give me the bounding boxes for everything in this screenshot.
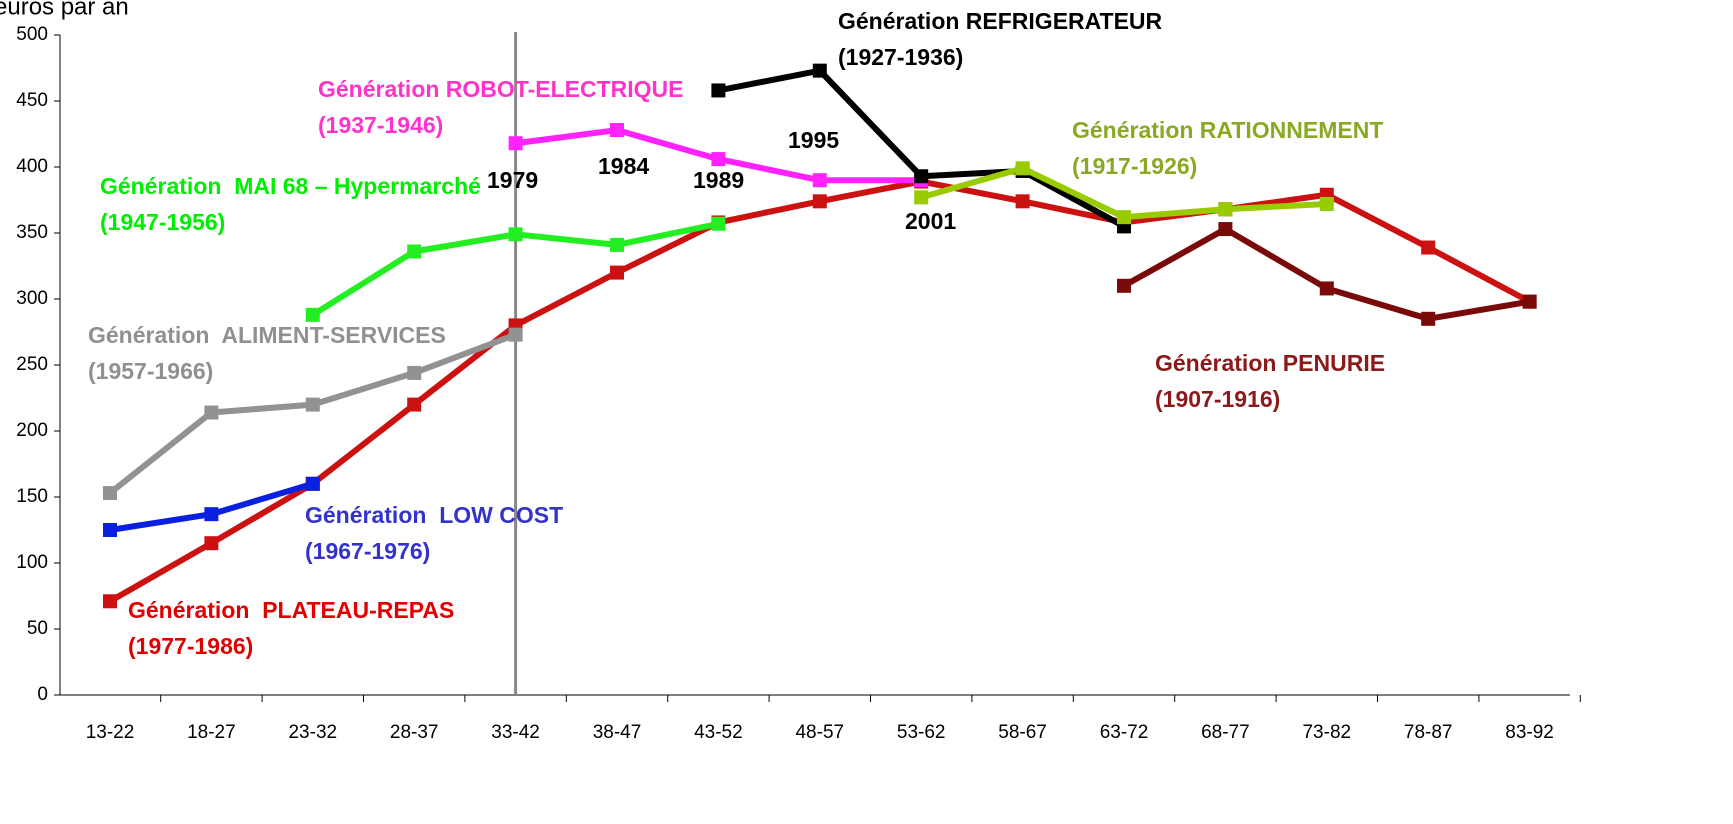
y-tick-label: 450 <box>16 90 48 111</box>
x-tick-label: 13-22 <box>86 722 135 743</box>
marker <box>711 152 726 167</box>
annotation: 1989 <box>693 167 744 193</box>
marker <box>711 216 726 231</box>
annotation: 1979 <box>487 167 538 193</box>
x-tick-label: 73-82 <box>1302 722 1351 743</box>
annotation: 1984 <box>598 153 649 179</box>
series-period: (1957-1966) <box>88 358 213 384</box>
series-label: Génération PLATEAU-REPAS <box>128 597 454 623</box>
marker <box>1218 202 1233 217</box>
marker <box>1015 194 1030 209</box>
x-tick-label: 18-27 <box>187 722 236 743</box>
x-tick-label: 53-62 <box>897 722 946 743</box>
marker <box>407 365 422 380</box>
marker <box>610 237 624 252</box>
marker <box>914 190 929 205</box>
x-tick-label: 23-32 <box>288 722 337 743</box>
y-tick-label: 100 <box>16 552 48 573</box>
marker <box>508 227 523 242</box>
series-period: (1977-1986) <box>128 633 253 659</box>
marker <box>1117 278 1131 293</box>
marker <box>508 136 523 151</box>
marker <box>1319 281 1334 296</box>
y-tick-label: 50 <box>27 618 48 639</box>
marker <box>407 397 422 412</box>
series-label: Génération PENURIE <box>1155 350 1385 376</box>
marker <box>812 63 827 78</box>
marker <box>812 194 827 209</box>
y-tick-label: 150 <box>16 486 48 507</box>
marker <box>1218 222 1233 237</box>
series-line <box>109 480 314 533</box>
series-line <box>1122 226 1531 322</box>
marker <box>812 173 827 188</box>
x-tick-label: 38-47 <box>593 722 642 743</box>
y-tick-label: 350 <box>16 222 48 243</box>
x-tick-label: 68-77 <box>1201 722 1250 743</box>
x-tick-label: 43-52 <box>694 722 743 743</box>
y-tick-label: 500 <box>16 24 48 45</box>
y-tick-label: 400 <box>16 156 48 177</box>
marker <box>305 307 320 322</box>
series-period: (1967-1976) <box>305 538 430 564</box>
marker <box>204 536 219 551</box>
x-tick-label: 83-92 <box>1505 722 1554 743</box>
x-tick-label: 48-57 <box>795 722 844 743</box>
marker <box>103 486 117 501</box>
marker <box>103 594 117 609</box>
series-label: Génération ROBOT-ELECTRIQUE <box>318 76 683 102</box>
marker <box>610 123 624 138</box>
y-axis-label: euros par an <box>0 0 129 20</box>
marker <box>305 476 320 491</box>
marker <box>204 507 219 522</box>
series-label: Génération LOW COST <box>305 502 563 528</box>
marker <box>407 244 422 259</box>
x-tick-label: 28-37 <box>390 722 439 743</box>
series-period: (1907-1916) <box>1155 386 1280 412</box>
series-label: Génération RATIONNEMENT <box>1072 117 1383 143</box>
x-tick-label: 63-72 <box>1100 722 1149 743</box>
y-tick-label: 0 <box>37 684 48 705</box>
marker <box>1117 210 1131 225</box>
annotation: 1995 <box>788 127 839 153</box>
marker <box>1421 311 1436 326</box>
marker <box>204 405 219 420</box>
annotation: 2001 <box>905 208 956 234</box>
y-tick-label: 300 <box>16 288 48 309</box>
marker <box>1319 196 1334 211</box>
series-period: (1937-1946) <box>318 112 443 138</box>
x-tick-label: 78-87 <box>1404 722 1453 743</box>
series-label: Génération MAI 68 – Hypermarché <box>100 173 481 199</box>
marker <box>1421 240 1436 255</box>
marker <box>1015 161 1030 176</box>
marker <box>103 523 117 537</box>
series-period: (1917-1926) <box>1072 153 1197 179</box>
marker <box>610 265 624 280</box>
series-label: Génération REFRIGERATEUR <box>838 8 1163 34</box>
x-tick-label: 58-67 <box>998 722 1047 743</box>
y-tick-label: 200 <box>16 420 48 441</box>
series-period: (1947-1956) <box>100 209 225 235</box>
marker <box>914 169 929 184</box>
series-period: (1927-1936) <box>838 44 963 70</box>
x-tick-label: 33-42 <box>491 722 540 743</box>
marker <box>508 327 523 342</box>
marker <box>1522 294 1537 309</box>
marker <box>305 397 320 412</box>
y-tick-label: 250 <box>16 354 48 375</box>
series-label: Génération ALIMENT-SERVICES <box>88 322 446 348</box>
marker <box>711 83 726 98</box>
